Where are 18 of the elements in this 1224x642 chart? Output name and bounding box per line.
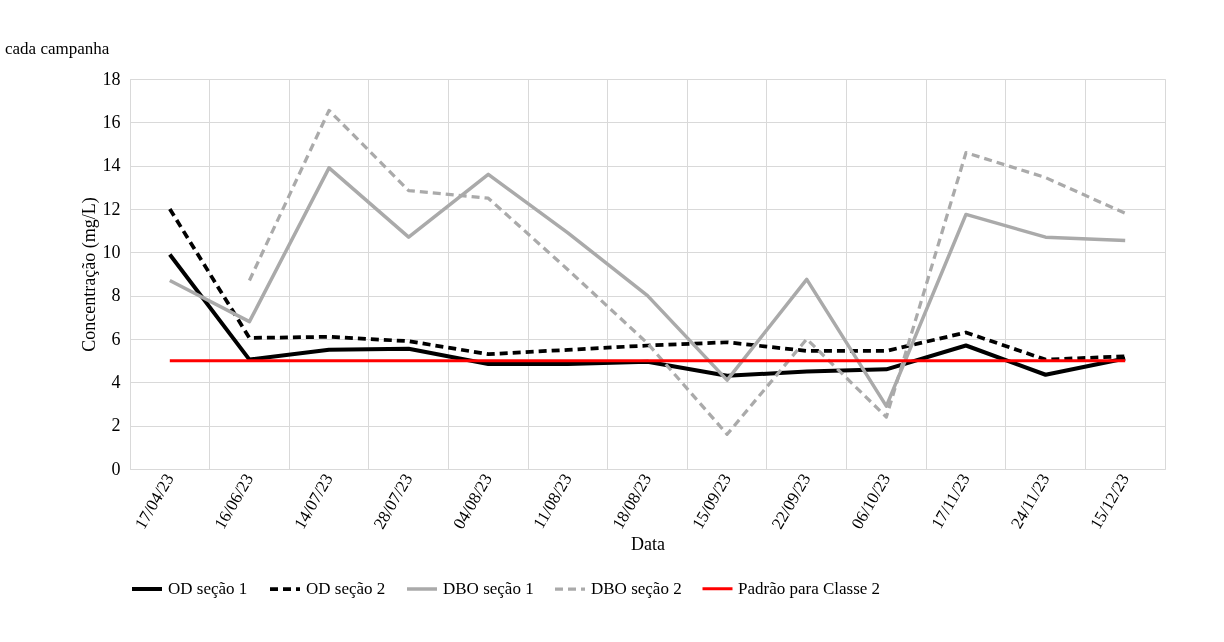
y-tick-label: 18 <box>102 68 121 89</box>
legend-label: DBO seção 1 <box>443 579 534 598</box>
legend-label: DBO seção 2 <box>591 579 682 598</box>
legend-label: Padrão para Classe 2 <box>738 578 881 598</box>
y-tick-label: 8 <box>111 285 121 306</box>
y-tick-label: 6 <box>111 328 121 349</box>
y-axis-title: Concentração (mg/L) <box>78 197 100 352</box>
y-tick-label: 14 <box>102 155 121 176</box>
y-tick-label: 4 <box>111 371 121 392</box>
y-tick-label: 2 <box>111 415 121 436</box>
y-tick-label: 0 <box>111 458 121 479</box>
y-tick-label: 10 <box>102 241 121 262</box>
y-tick-label: 12 <box>102 198 121 219</box>
legend-label: OD seção 1 <box>168 579 248 598</box>
legend-label: OD seção 2 <box>306 579 386 598</box>
text: cada campanha <box>5 39 110 58</box>
x-axis-title: Data <box>631 533 665 554</box>
y-tick-label: 16 <box>102 111 121 132</box>
